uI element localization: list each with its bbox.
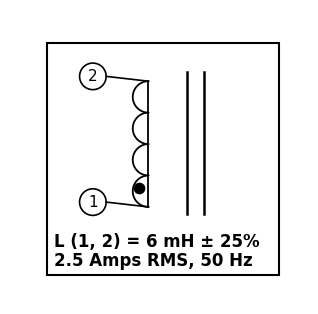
- Text: 2.5 Amps RMS, 50 Hz: 2.5 Amps RMS, 50 Hz: [54, 252, 253, 270]
- Point: [136, 185, 141, 190]
- Text: 2: 2: [88, 69, 98, 84]
- Text: L (1, 2) = 6 mH ± 25%: L (1, 2) = 6 mH ± 25%: [54, 233, 260, 251]
- Text: 1: 1: [88, 195, 98, 209]
